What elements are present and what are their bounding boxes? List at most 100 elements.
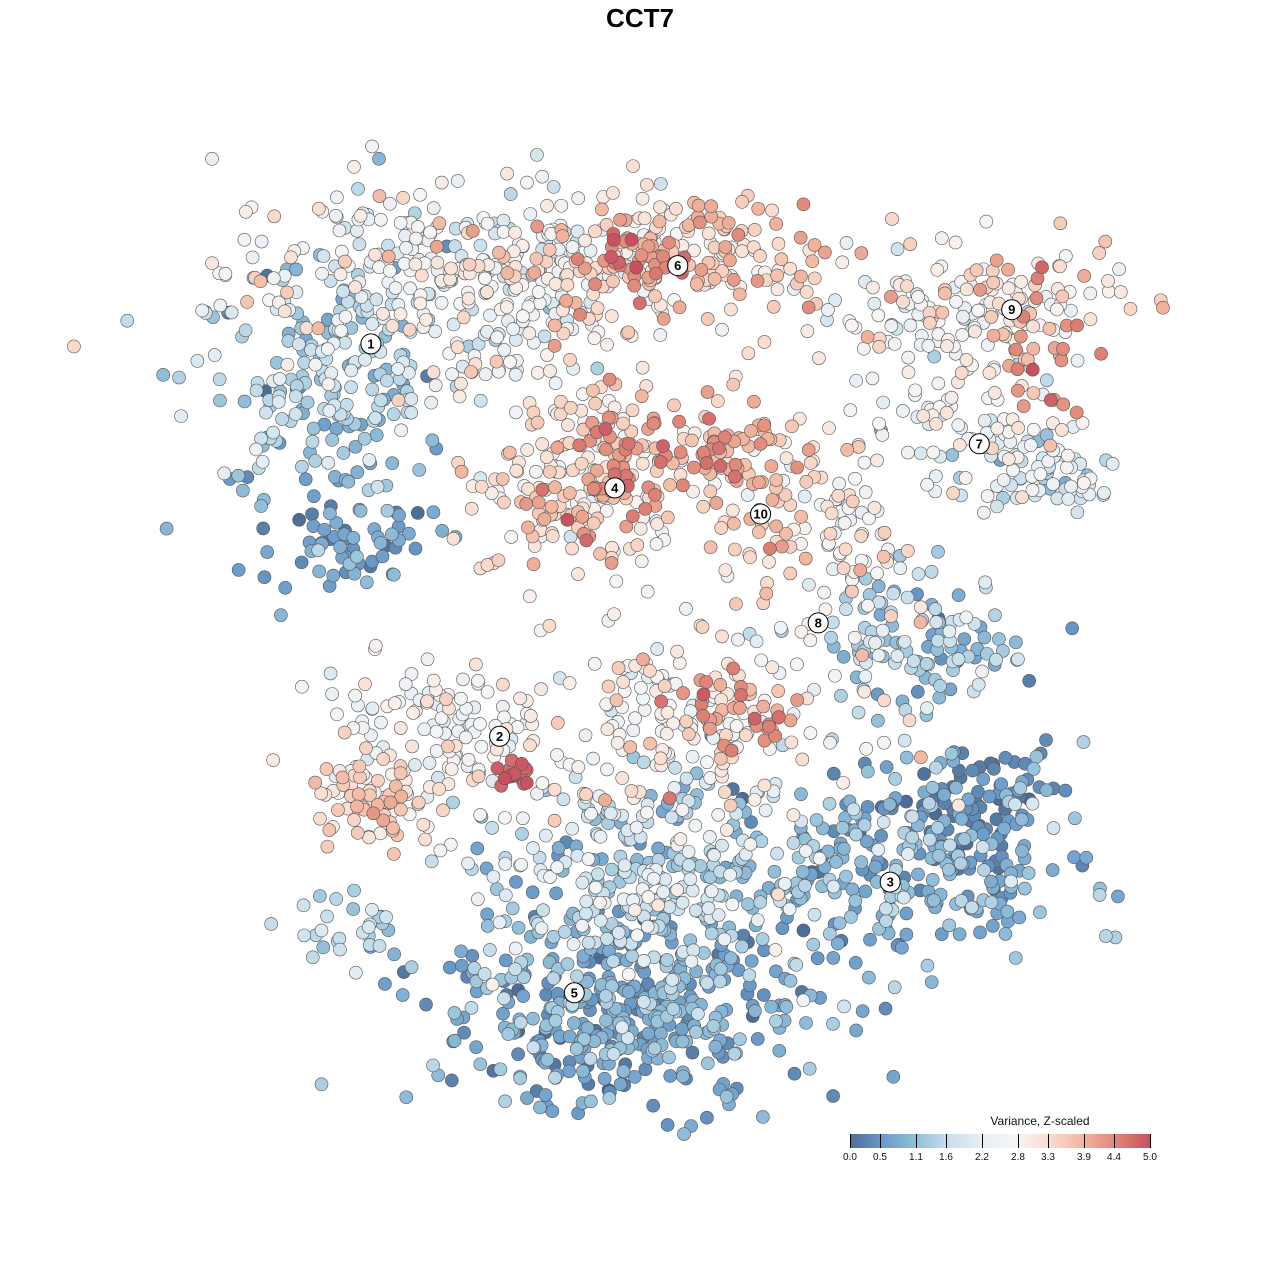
- data-point: [832, 476, 846, 491]
- data-point: [1025, 483, 1040, 497]
- data-point: [865, 371, 880, 386]
- data-point: [807, 907, 822, 922]
- data-point: [429, 724, 444, 739]
- data-point: [796, 923, 811, 938]
- data-point: [920, 958, 935, 973]
- data-point: [335, 770, 350, 785]
- data-point: [803, 726, 818, 740]
- data-point: [927, 349, 942, 364]
- data-point: [559, 293, 573, 308]
- data-point: [635, 456, 650, 471]
- data-point: [545, 529, 560, 543]
- data-point: [769, 217, 783, 231]
- legend-tick-label: 0.0: [843, 1152, 857, 1163]
- data-point: [554, 394, 568, 409]
- data-point: [354, 290, 369, 304]
- data-point: [823, 735, 837, 750]
- data-point: [787, 1066, 802, 1081]
- data-point: [724, 743, 739, 758]
- data-point: [785, 419, 799, 434]
- data-point: [350, 549, 364, 564]
- data-point: [975, 664, 989, 679]
- data-point: [685, 1045, 700, 1060]
- data-point: [599, 989, 613, 1003]
- data-point: [473, 393, 488, 408]
- data-point: [426, 505, 441, 520]
- data-point: [280, 357, 295, 372]
- data-point: [617, 858, 632, 873]
- data-point: [387, 567, 401, 582]
- data-point: [1055, 423, 1069, 437]
- data-point: [977, 505, 991, 520]
- data-point: [321, 455, 336, 470]
- data-point: [584, 806, 598, 821]
- data-point: [979, 214, 994, 229]
- data-point: [768, 943, 783, 957]
- data-point: [802, 1061, 817, 1076]
- data-point: [853, 563, 868, 578]
- data-point: [375, 549, 390, 564]
- data-point: [1077, 269, 1091, 283]
- data-point: [511, 920, 526, 935]
- data-point: [626, 723, 641, 738]
- data-point: [547, 782, 562, 797]
- data-point: [409, 231, 423, 246]
- data-point: [751, 201, 766, 216]
- data-point: [849, 373, 863, 388]
- data-point: [357, 431, 372, 446]
- data-point: [606, 186, 620, 200]
- data-point: [1064, 303, 1078, 318]
- data-point: [1011, 383, 1025, 398]
- data-point: [471, 673, 485, 688]
- data-point: [530, 365, 545, 380]
- data-point: [562, 1064, 576, 1079]
- data-point: [836, 775, 850, 790]
- data-point: [930, 263, 945, 277]
- data-point: [245, 250, 260, 265]
- data-point: [715, 629, 729, 644]
- data-point: [1033, 467, 1048, 481]
- legend-tick-label: 3.9: [1077, 1152, 1091, 1163]
- data-point: [636, 652, 650, 667]
- data-point: [672, 414, 686, 429]
- data-point: [684, 954, 699, 969]
- data-point: [249, 383, 264, 398]
- data-point: [704, 199, 718, 214]
- data-point: [548, 277, 563, 291]
- data-point: [855, 1004, 870, 1018]
- data-point: [321, 342, 335, 356]
- data-point: [726, 272, 741, 287]
- data-point: [271, 395, 286, 409]
- data-point: [383, 795, 398, 810]
- data-point: [379, 910, 393, 924]
- data-point: [621, 437, 636, 451]
- data-point: [868, 860, 883, 874]
- data-point: [888, 772, 902, 786]
- data-point: [1067, 850, 1081, 864]
- data-point: [321, 377, 336, 392]
- data-point: [901, 365, 916, 380]
- data-point: [352, 759, 367, 774]
- data-point: [315, 266, 329, 281]
- data-point: [867, 296, 882, 311]
- data-point: [515, 827, 529, 841]
- data-point: [871, 308, 886, 323]
- data-point: [954, 893, 969, 908]
- data-point: [901, 847, 915, 861]
- data-point: [723, 798, 738, 813]
- data-point: [1026, 319, 1040, 334]
- data-point: [67, 339, 81, 354]
- data-point: [828, 668, 842, 683]
- data-point: [744, 424, 758, 438]
- data-point: [532, 495, 546, 510]
- data-point: [1012, 910, 1027, 925]
- data-point: [478, 367, 493, 382]
- data-point: [391, 362, 405, 376]
- data-point: [809, 813, 824, 827]
- data-point: [860, 800, 875, 814]
- data-point: [701, 226, 716, 241]
- data-point: [370, 480, 385, 494]
- data-point: [368, 248, 382, 262]
- data-point: [408, 541, 423, 556]
- data-point: [522, 326, 537, 341]
